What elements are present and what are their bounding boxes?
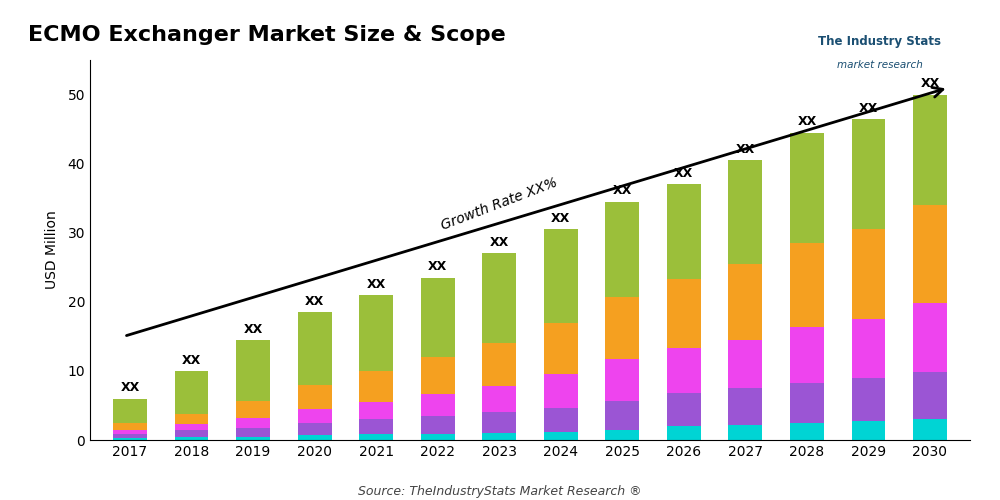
Bar — [359, 420, 393, 434]
Bar — [113, 438, 147, 440]
Bar — [359, 371, 393, 402]
Bar — [482, 433, 516, 440]
Bar — [544, 374, 578, 408]
Bar — [113, 398, 147, 422]
Bar — [298, 312, 332, 384]
Bar — [113, 422, 147, 430]
Bar — [852, 378, 885, 420]
Bar — [421, 416, 455, 434]
Bar — [113, 430, 147, 434]
Bar — [359, 402, 393, 419]
Bar — [175, 437, 208, 440]
Bar — [544, 432, 578, 440]
Bar — [667, 348, 701, 393]
Bar — [605, 359, 639, 401]
Bar — [913, 94, 947, 205]
Bar — [482, 344, 516, 386]
Bar — [790, 382, 824, 422]
Bar — [421, 434, 455, 440]
Text: XX: XX — [490, 236, 509, 250]
Text: XX: XX — [243, 322, 263, 336]
Text: XX: XX — [428, 260, 447, 274]
Bar — [175, 414, 208, 424]
Text: Source: TheIndustryStats Market Research ®: Source: TheIndustryStats Market Research… — [358, 484, 642, 498]
Bar — [544, 230, 578, 322]
Bar — [667, 426, 701, 440]
Text: Growth Rate XX%: Growth Rate XX% — [439, 176, 559, 233]
Text: XX: XX — [859, 102, 878, 114]
Text: XX: XX — [182, 354, 201, 367]
Bar — [913, 303, 947, 372]
Bar — [236, 436, 270, 440]
Bar — [605, 400, 639, 430]
Bar — [667, 279, 701, 348]
Bar — [605, 202, 639, 297]
Bar — [728, 160, 762, 264]
Bar — [852, 230, 885, 319]
Bar — [175, 430, 208, 437]
Bar — [236, 428, 270, 436]
Bar — [790, 422, 824, 440]
Bar — [421, 357, 455, 394]
Bar — [298, 409, 332, 422]
Bar — [728, 388, 762, 425]
Bar — [421, 278, 455, 357]
Bar — [175, 424, 208, 430]
Text: XX: XX — [797, 116, 817, 128]
Text: XX: XX — [551, 212, 570, 225]
Bar — [667, 184, 701, 279]
Bar — [667, 393, 701, 426]
Bar — [482, 254, 516, 344]
Y-axis label: USD Million: USD Million — [45, 210, 59, 290]
Bar — [913, 372, 947, 420]
Text: The Industry Stats: The Industry Stats — [818, 35, 942, 48]
Bar — [852, 420, 885, 440]
Text: market research: market research — [837, 60, 923, 70]
Bar — [421, 394, 455, 416]
Bar — [790, 243, 824, 328]
Bar — [236, 340, 270, 400]
Bar — [359, 295, 393, 371]
Text: XX: XX — [367, 278, 386, 291]
Bar — [913, 420, 947, 440]
Bar — [728, 340, 762, 388]
Bar — [236, 418, 270, 428]
Bar — [852, 118, 885, 230]
Bar — [605, 430, 639, 440]
Text: XX: XX — [920, 78, 940, 90]
Text: XX: XX — [736, 143, 755, 156]
Bar — [605, 297, 639, 359]
Bar — [298, 422, 332, 435]
Text: ECMO Exchanger Market Size & Scope: ECMO Exchanger Market Size & Scope — [28, 24, 506, 44]
Text: XX: XX — [120, 382, 140, 394]
Bar — [175, 371, 208, 414]
Bar — [544, 322, 578, 374]
Bar — [298, 384, 332, 409]
Bar — [913, 205, 947, 303]
Bar — [298, 435, 332, 440]
Bar — [482, 386, 516, 412]
Bar — [728, 264, 762, 340]
Bar — [728, 425, 762, 440]
Bar — [113, 434, 147, 438]
Bar — [790, 132, 824, 243]
Bar — [544, 408, 578, 432]
Text: XX: XX — [305, 295, 324, 308]
Bar — [359, 434, 393, 440]
Bar — [852, 319, 885, 378]
Bar — [482, 412, 516, 433]
Bar — [790, 328, 824, 382]
Text: XX: XX — [613, 184, 632, 198]
Bar — [236, 400, 270, 418]
Text: XX: XX — [674, 167, 693, 180]
